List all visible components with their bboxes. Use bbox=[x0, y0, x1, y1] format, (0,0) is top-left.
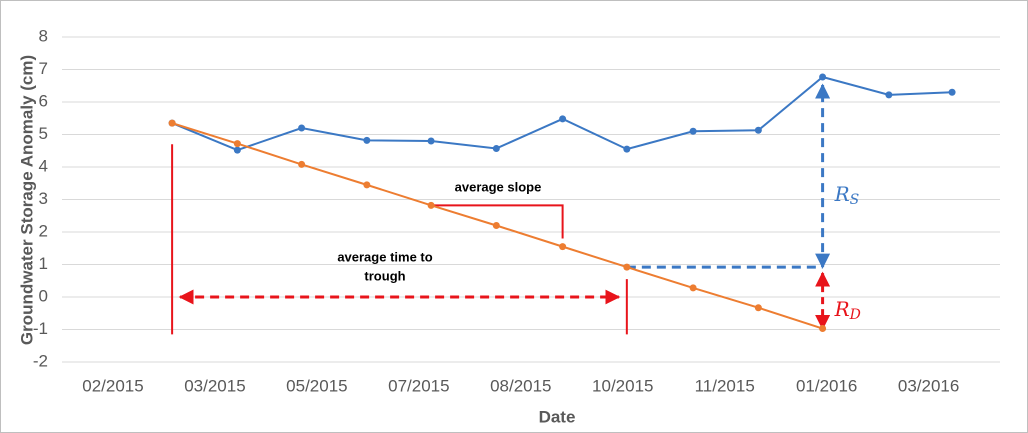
y-axis-title: Groundwater Storage Anomaly (cm) bbox=[17, 55, 36, 345]
data-point bbox=[233, 140, 241, 148]
data-point bbox=[623, 263, 631, 271]
y-tick-label: 4 bbox=[39, 156, 48, 175]
data-point bbox=[885, 91, 893, 99]
y-tick-label: 3 bbox=[39, 189, 48, 208]
data-point bbox=[559, 243, 567, 251]
data-point bbox=[233, 146, 241, 154]
data-point bbox=[427, 137, 435, 145]
y-tick-label: 8 bbox=[39, 26, 48, 45]
x-tick-label: 07/2015 bbox=[388, 376, 449, 395]
y-tick-label: -2 bbox=[33, 351, 48, 370]
data-point bbox=[363, 136, 371, 144]
data-point bbox=[819, 73, 827, 81]
data-point bbox=[819, 325, 827, 333]
data-point bbox=[298, 124, 306, 132]
x-tick-label: 03/2016 bbox=[898, 376, 959, 395]
y-tick-label: -1 bbox=[33, 319, 48, 338]
data-point bbox=[363, 181, 371, 189]
x-tick-label: 10/2015 bbox=[592, 376, 653, 395]
annotation-main: R bbox=[834, 297, 850, 321]
annotation: trough bbox=[364, 268, 405, 283]
y-tick-label: 6 bbox=[39, 91, 48, 110]
data-point bbox=[427, 201, 435, 209]
y-tick-label: 1 bbox=[39, 254, 48, 273]
y-tick-label: 5 bbox=[39, 124, 48, 143]
annotation-main: R bbox=[834, 182, 850, 206]
data-point bbox=[754, 126, 762, 134]
data-point bbox=[168, 119, 176, 127]
x-tick-label: 02/2015 bbox=[82, 376, 143, 395]
slope-bracket bbox=[431, 204, 564, 239]
series-line bbox=[171, 75, 953, 152]
data-point bbox=[754, 304, 762, 312]
data-point bbox=[623, 145, 631, 153]
data-point bbox=[492, 222, 500, 229]
data-point bbox=[948, 88, 956, 96]
y-tick-label: 2 bbox=[39, 221, 48, 240]
x-tick-label: 08/2015 bbox=[490, 376, 551, 395]
data-point bbox=[689, 284, 697, 292]
data-point bbox=[298, 160, 306, 168]
y-tick-label: 0 bbox=[39, 286, 48, 305]
x-tick-label: 11/2015 bbox=[695, 376, 755, 395]
x-axis-title: Date bbox=[539, 407, 576, 426]
data-point bbox=[689, 127, 697, 135]
annotation: average time to bbox=[337, 249, 432, 264]
annotation-sub: D bbox=[849, 307, 861, 323]
annotation: RD bbox=[834, 297, 861, 324]
x-tick-label: 03/2015 bbox=[184, 376, 245, 395]
annotation: average slope bbox=[455, 179, 542, 194]
x-tick-label: 01/2016 bbox=[796, 376, 857, 395]
data-point bbox=[492, 144, 500, 152]
x-tick-label: 05/2015 bbox=[286, 376, 347, 395]
data-point bbox=[559, 115, 567, 123]
y-tick-label: 7 bbox=[39, 59, 48, 78]
annotation: RS bbox=[834, 182, 860, 209]
annotation-sub: S bbox=[850, 192, 860, 208]
annotations bbox=[171, 83, 831, 335]
